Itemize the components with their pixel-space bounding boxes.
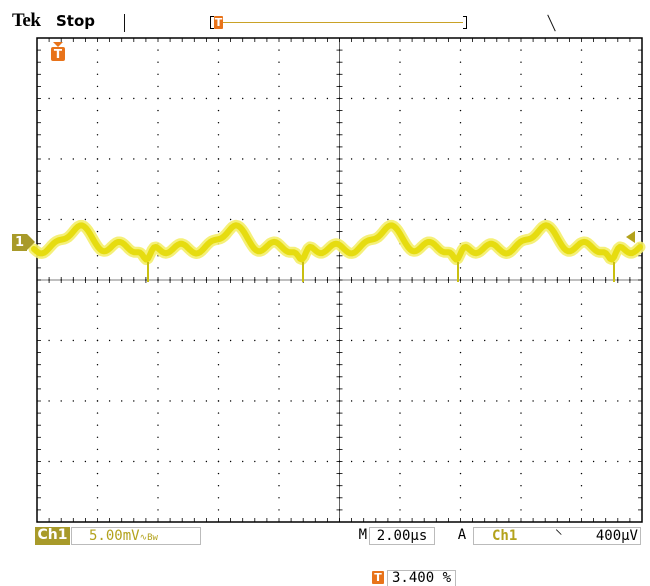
- trigger-position-value: 3.400 %: [387, 570, 457, 586]
- falling-edge-icon: ⸌: [555, 526, 563, 544]
- acquisition-state: Stop: [56, 12, 96, 30]
- center-axis-ticks: [36, 37, 642, 522]
- record-bracket-left: [210, 16, 214, 29]
- bandwidth-limit-icon: ∿Bᴡ: [139, 533, 158, 543]
- brand-logo: Tek: [12, 10, 41, 31]
- ch1-ground-marker[interactable]: 1: [12, 234, 36, 251]
- trigger-mode-label: A: [457, 527, 467, 543]
- volts-per-div-value: 5.00mV: [89, 528, 140, 544]
- trigger-arrow-icon: [53, 42, 63, 47]
- ch1-marker-arrow-icon: [27, 234, 35, 250]
- ch1-volts-per-div[interactable]: 5.00mV∿Bᴡ: [71, 527, 201, 545]
- trigger-source: Ch1: [492, 528, 518, 544]
- trigger-position-readout[interactable]: T 3.400 %: [372, 570, 457, 586]
- trigger-t-icon: T: [372, 571, 384, 584]
- record-window-line: [218, 22, 463, 23]
- trigger-t-icon: T: [214, 16, 223, 29]
- trigger-t-icon: T: [51, 47, 65, 61]
- ch1-waveform: [31, 222, 643, 263]
- timebase-label: M: [358, 527, 367, 543]
- ch1-marker-label: 1: [12, 234, 27, 251]
- record-bracket-right: [463, 16, 467, 29]
- ch1-waveform-spikes: [147, 262, 615, 282]
- trigger-position-marker[interactable]: T: [51, 42, 65, 61]
- ch1-label[interactable]: Ch1: [35, 527, 70, 545]
- time-per-div[interactable]: 2.00µs: [369, 527, 435, 545]
- bottom-status-bar: Ch1 5.00mV∿Bᴡ M 2.00µs A Ch1 ⸌ 400µV: [35, 527, 641, 545]
- trigger-readout[interactable]: Ch1 ⸌ 400µV: [473, 527, 641, 545]
- record-view-bracket: T: [210, 16, 467, 29]
- trigger-level: 400µV: [595, 528, 638, 544]
- trigger-level-arrow-icon[interactable]: [626, 231, 635, 243]
- top-status-bar: Tek Stop T: [0, 0, 650, 34]
- divider: [124, 14, 125, 32]
